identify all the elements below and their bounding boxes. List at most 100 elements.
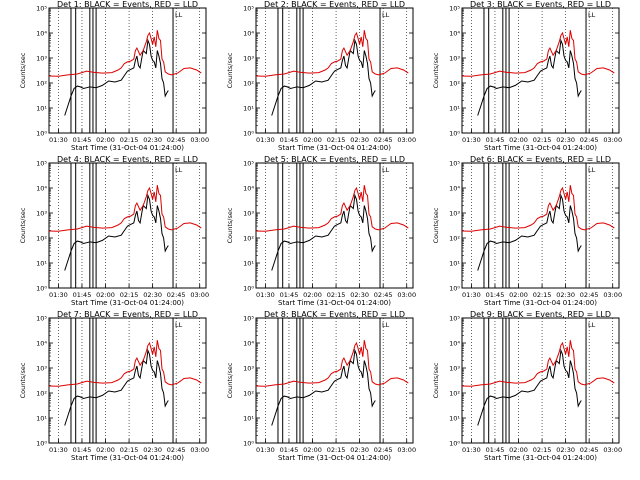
x-tick-label: 01:30: [49, 136, 68, 144]
lld-series-line: [48, 185, 202, 232]
panel-4: Det 4: BLACK = Events, RED = LLD 10⁰ 10¹ 10…: [19, 155, 209, 307]
panel-6: Det 6: BLACK = Events, RED = LLD 10⁰ 10¹ 10…: [432, 155, 622, 307]
marker-label: LL: [382, 321, 390, 329]
x-tick-label: 02:00: [509, 136, 528, 144]
plot-frame: [255, 317, 414, 444]
plot-frame: [255, 7, 414, 134]
x-tick-label: 02:45: [374, 291, 393, 299]
x-tick-label: 02:45: [374, 136, 393, 144]
x-axis-label: Start Time (31-Oct-04 01:24:00): [71, 144, 184, 152]
y-tick-label: 10⁴: [243, 185, 254, 193]
events-series-line: [271, 38, 376, 116]
y-tick-label: 10²: [36, 235, 47, 243]
panel-title: Det 5: BLACK = Events, RED = LLD: [264, 155, 405, 164]
y-tick-label: 10¹: [449, 105, 460, 113]
y-tick-label: 10⁵: [449, 315, 460, 323]
x-axis-label: Start Time (31-Oct-04 01:24:00): [484, 144, 597, 152]
y-tick-label: 10²: [243, 80, 254, 88]
plot-frame: [48, 317, 207, 444]
x-tick-label: 03:00: [603, 136, 622, 144]
y-tick-label: 10³: [243, 55, 254, 63]
y-tick-label: 10³: [243, 210, 254, 218]
y-tick-label: 10³: [36, 210, 47, 218]
marker-label: LL: [588, 11, 596, 19]
x-tick-label: 02:15: [120, 291, 139, 299]
y-tick-label: 10¹: [36, 105, 47, 113]
events-series-line: [477, 193, 582, 271]
y-tick-label: 10⁵: [449, 160, 460, 168]
x-tick-label: 02:30: [350, 446, 369, 454]
x-tick-label: 03:00: [397, 291, 416, 299]
y-tick-label: 10⁵: [243, 160, 254, 168]
x-tick-label: 02:30: [350, 291, 369, 299]
y-tick-label: 10²: [449, 235, 460, 243]
x-tick-label: 02:45: [580, 291, 599, 299]
y-tick-label: 10²: [36, 80, 47, 88]
x-tick-label: 02:30: [556, 291, 575, 299]
x-tick-label: 03:00: [190, 446, 209, 454]
plot-frame: [255, 162, 414, 289]
x-tick-label: 01:45: [486, 136, 505, 144]
lld-series-line: [255, 30, 409, 77]
y-axis-label: Counts/sec: [226, 207, 234, 243]
x-tick-label: 02:00: [303, 446, 322, 454]
x-tick-label: 01:30: [49, 446, 68, 454]
x-tick-label: 02:00: [96, 136, 115, 144]
x-tick-label: 03:00: [603, 291, 622, 299]
y-axis-label: Counts/sec: [19, 362, 27, 398]
x-tick-label: 01:30: [256, 136, 275, 144]
panel-title: Det 3: BLACK = Events, RED = LLD: [470, 0, 611, 9]
y-tick-label: 10⁵: [243, 315, 254, 323]
x-tick-label: 02:15: [120, 136, 139, 144]
x-tick-label: 03:00: [397, 136, 416, 144]
y-tick-label: 10⁴: [449, 185, 460, 193]
y-tick-label: 10³: [449, 210, 460, 218]
x-tick-label: 02:00: [96, 446, 115, 454]
plot-frame: [48, 162, 207, 289]
y-tick-label: 10²: [36, 390, 47, 398]
panel-title: Det 1: BLACK = Events, RED = LLD: [57, 0, 198, 9]
panel-9: Det 9: BLACK = Events, RED = LLD 10⁰ 10¹ 10…: [432, 310, 622, 462]
marker-label: LL: [175, 166, 183, 174]
panel-3: Det 3: BLACK = Events, RED = LLD 10⁰ 10¹ 10…: [432, 0, 622, 152]
y-tick-label: 10⁰: [449, 285, 460, 293]
x-tick-label: 02:00: [509, 446, 528, 454]
panel-2: Det 2: BLACK = Events, RED = LLD 10⁰ 10¹ 10…: [226, 0, 416, 152]
y-axis-label: Counts/sec: [19, 207, 27, 243]
plot-frame: [461, 7, 620, 134]
x-tick-label: 01:45: [280, 446, 299, 454]
x-tick-label: 02:45: [374, 446, 393, 454]
y-axis-label: Counts/sec: [226, 362, 234, 398]
x-tick-label: 02:15: [327, 136, 346, 144]
x-axis-label: Start Time (31-Oct-04 01:24:00): [278, 299, 391, 307]
x-tick-label: 01:30: [462, 446, 481, 454]
plot-frame: [48, 7, 207, 134]
y-tick-label: 10⁴: [36, 340, 47, 348]
x-tick-label: 02:45: [580, 136, 599, 144]
y-tick-label: 10¹: [36, 260, 47, 268]
events-series-line: [477, 38, 582, 116]
marker-label: LL: [588, 321, 596, 329]
y-tick-label: 10¹: [449, 415, 460, 423]
x-tick-label: 02:15: [533, 136, 552, 144]
panel-title: Det 9: BLACK = Events, RED = LLD: [470, 310, 611, 319]
x-tick-label: 02:15: [533, 291, 552, 299]
x-tick-label: 02:15: [327, 291, 346, 299]
y-tick-label: 10⁰: [243, 440, 254, 448]
x-tick-label: 01:30: [49, 291, 68, 299]
x-tick-label: 01:30: [462, 291, 481, 299]
y-tick-label: 10¹: [36, 415, 47, 423]
lld-series-line: [461, 30, 615, 77]
lld-series-line: [255, 340, 409, 387]
x-tick-label: 02:15: [327, 446, 346, 454]
y-tick-label: 10¹: [243, 105, 254, 113]
y-tick-label: 10⁰: [449, 130, 460, 138]
marker-label: LL: [588, 166, 596, 174]
lld-series-line: [48, 340, 202, 387]
x-axis-label: Start Time (31-Oct-04 01:24:00): [484, 299, 597, 307]
y-axis-label: Counts/sec: [432, 362, 440, 398]
x-tick-label: 03:00: [190, 136, 209, 144]
x-axis-label: Start Time (31-Oct-04 01:24:00): [484, 454, 597, 462]
panel-1: Det 1: BLACK = Events, RED = LLD 10⁰ 10¹ 10…: [19, 0, 209, 152]
y-tick-label: 10³: [36, 55, 47, 63]
